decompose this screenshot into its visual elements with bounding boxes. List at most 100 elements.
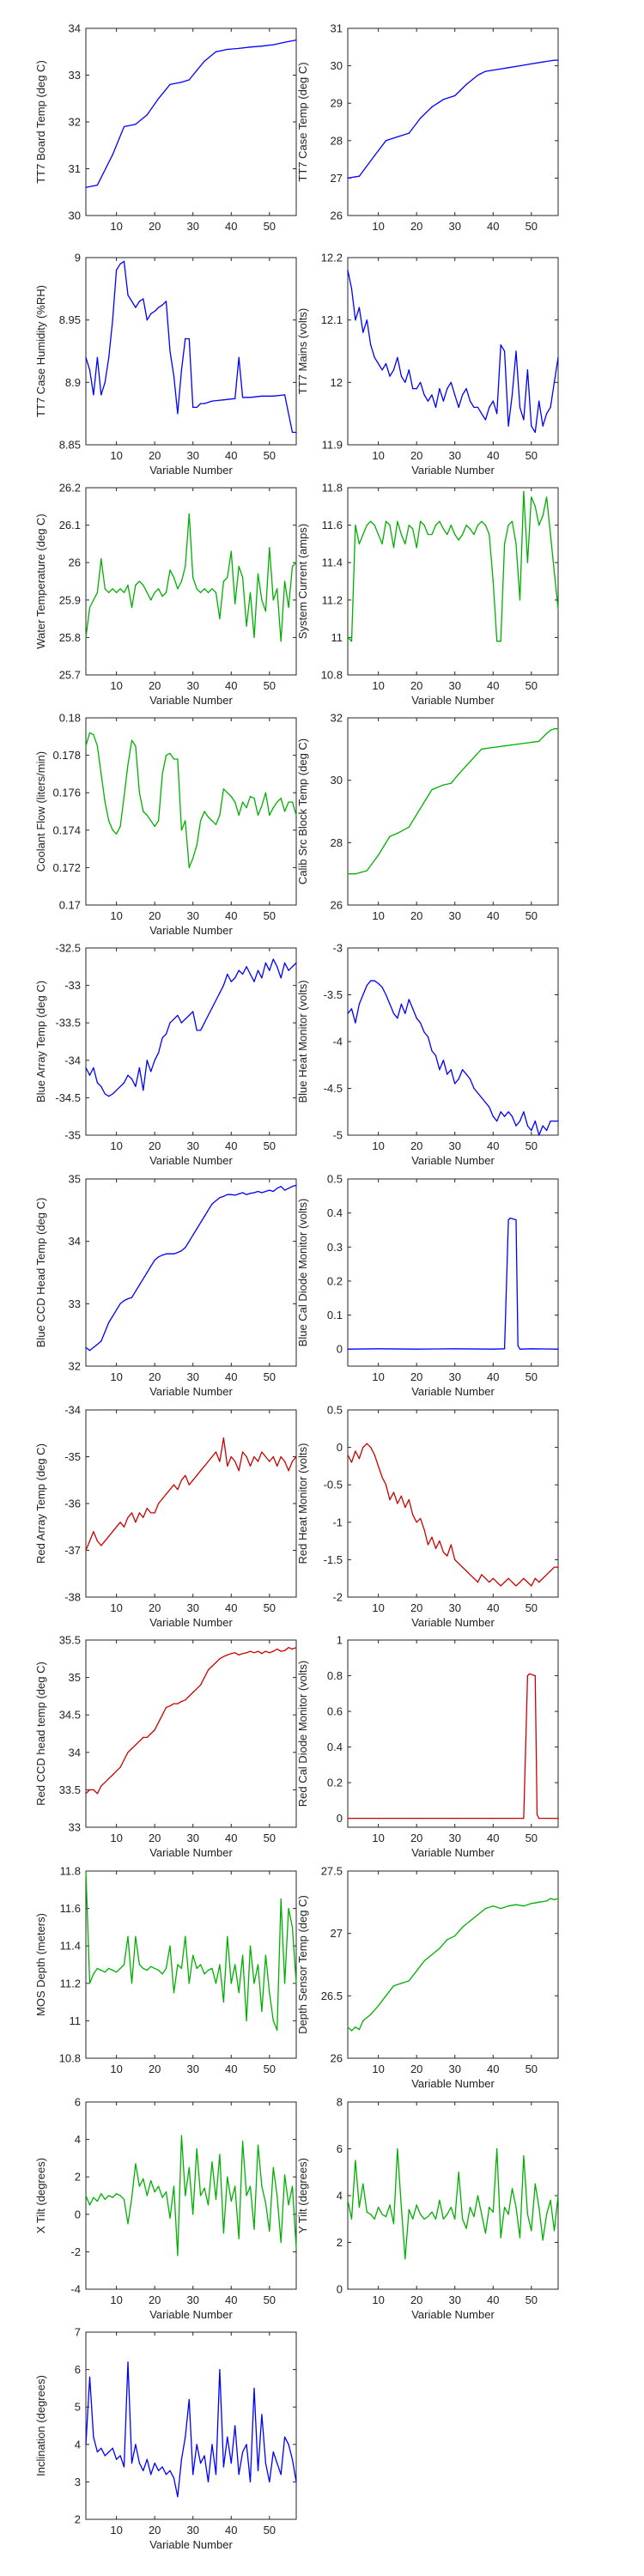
data-point <box>416 2204 417 2206</box>
data-point <box>85 186 87 188</box>
data-point <box>542 425 544 427</box>
x-tick-label: 30 <box>186 1832 198 1844</box>
y-tick-label: 31 <box>69 162 81 175</box>
y-tick-label: 10.8 <box>59 2052 81 2065</box>
data-point <box>135 2444 137 2445</box>
data-point <box>526 2214 529 2215</box>
plot-frame <box>347 257 559 446</box>
data-point <box>347 873 349 875</box>
y-tick-label: 0.1 <box>327 1309 343 1321</box>
data-point <box>519 599 521 601</box>
y-tick-label: -4 <box>332 1036 343 1048</box>
data-point <box>100 1545 102 1546</box>
y-tick-label: 7 <box>75 2326 81 2339</box>
data-point <box>366 2211 368 2213</box>
data-point <box>370 344 372 346</box>
data-point <box>165 755 167 756</box>
data-point <box>536 1814 538 1816</box>
data-point <box>515 350 517 352</box>
y-tick-label: 28 <box>331 134 343 147</box>
data-point <box>366 985 368 987</box>
data-point <box>253 1983 255 1984</box>
data-point <box>538 740 540 742</box>
y-tick-label: 30 <box>331 59 343 72</box>
data-point <box>526 742 529 744</box>
data-point <box>188 79 190 81</box>
x-axis-label: Variable Number <box>149 1385 233 1398</box>
data-point <box>227 1654 228 1656</box>
data-point <box>284 394 286 396</box>
data-point <box>276 801 278 803</box>
x-tick-label: 10 <box>110 2524 122 2537</box>
y-tick-label: 0.174 <box>52 823 81 836</box>
data-point <box>557 59 559 61</box>
y-tick-label: 1 <box>337 1634 343 1647</box>
data-point <box>165 1493 167 1495</box>
y-axis-label: Red CCD head temp (deg C) <box>34 1662 47 1806</box>
data-point <box>127 1935 129 1937</box>
data-point <box>370 1447 372 1449</box>
data-point <box>127 1752 129 1753</box>
x-axis-label: Variable Number <box>149 694 233 707</box>
data-point <box>192 1234 194 1236</box>
data-point <box>412 1008 414 1010</box>
x-tick-label: 30 <box>448 449 460 462</box>
x-tick-label: 20 <box>410 220 422 233</box>
data-point <box>450 525 452 526</box>
data-point <box>96 356 98 358</box>
data-point <box>211 588 213 590</box>
x-tick-label: 20 <box>149 2063 161 2075</box>
data-point <box>200 1222 202 1224</box>
plot-frame <box>85 1409 297 1598</box>
x-tick-label: 10 <box>372 449 384 462</box>
data-point <box>100 773 102 775</box>
data-point <box>108 1535 110 1537</box>
data-point <box>420 520 422 522</box>
y-axis-label: Calib Src Block Temp (deg C) <box>296 738 309 884</box>
data-point <box>135 1085 137 1087</box>
x-tick-label: 50 <box>264 2524 276 2537</box>
data-point <box>123 2466 125 2468</box>
data-point <box>119 825 121 828</box>
x-tick-label: 20 <box>149 1370 161 1383</box>
x-tick-label: 40 <box>225 2293 237 2306</box>
x-tick-label: 50 <box>264 909 276 922</box>
data-point <box>546 732 548 734</box>
y-tick-label: 6 <box>75 2096 81 2109</box>
data-point <box>146 2458 148 2460</box>
data-point <box>534 1674 536 1677</box>
x-tick-label: 50 <box>526 2063 538 2075</box>
y-tick-label: 27 <box>331 1927 343 1940</box>
y-tick-label: -2 <box>332 1591 343 1604</box>
x-axis-label: Variable Number <box>411 1154 495 1167</box>
data-point <box>165 1706 167 1709</box>
data-point <box>234 1194 236 1196</box>
chart-panel: 10 20 30 40 50 10.8 11 11.2 11.4 11.6 11.8 System C… <box>296 482 559 707</box>
x-tick-label: 20 <box>149 2524 161 2537</box>
data-point <box>538 1134 540 1136</box>
x-tick-label: 30 <box>448 1139 460 1152</box>
x-axis-label: Variable Number <box>411 1616 495 1629</box>
data-point <box>119 1967 121 1969</box>
data-point <box>104 1331 106 1333</box>
data-point <box>127 2361 129 2363</box>
plot-frame <box>347 2101 559 2290</box>
y-tick-label: 11.9 <box>322 439 343 452</box>
data-point <box>416 1348 417 1350</box>
data-point <box>188 2398 190 2401</box>
data-point <box>484 419 487 421</box>
data-point <box>177 1964 179 1965</box>
data-point <box>291 431 294 434</box>
series-line <box>85 513 297 642</box>
data-point <box>150 1733 152 1735</box>
data-point <box>177 588 179 590</box>
y-tick-label: 0 <box>337 2283 343 2296</box>
data-point <box>557 728 559 730</box>
data-point <box>127 584 129 586</box>
series-line <box>347 2148 559 2260</box>
data-point <box>127 1074 129 1076</box>
x-axis-label: Variable Number <box>411 694 495 707</box>
data-point <box>112 2447 113 2449</box>
data-point <box>108 1777 110 1779</box>
plot-frame <box>85 27 297 216</box>
